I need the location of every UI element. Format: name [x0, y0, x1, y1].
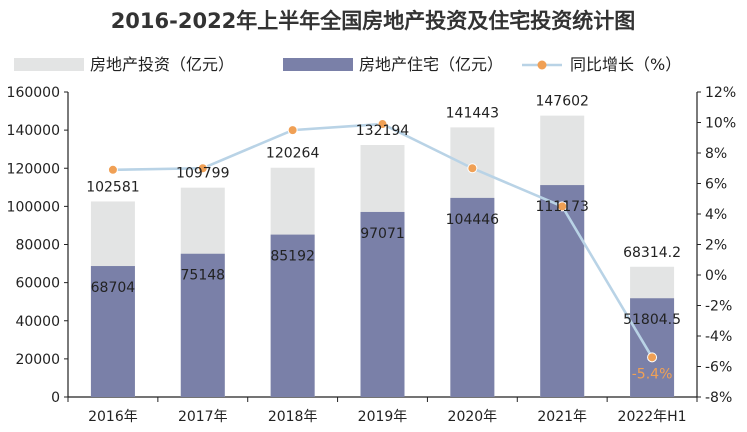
bar-residential — [90, 266, 135, 397]
y-tick-label-left: 0 — [51, 390, 60, 406]
residential-value-label: 104446 — [446, 212, 500, 228]
residential-value-label: 68704 — [91, 280, 136, 296]
growth-line — [107, 119, 658, 363]
legend-marker — [537, 60, 547, 70]
investment-value-label: 147602 — [535, 94, 588, 110]
legend-swatch — [283, 58, 353, 71]
y-tick-label-right: 8% — [705, 146, 727, 162]
x-tick-label: 2017年 — [178, 409, 228, 425]
legend-label: 房地产投资（亿元） — [90, 55, 234, 74]
x-tick-label: 2018年 — [268, 409, 318, 425]
bar-residential — [630, 298, 675, 397]
y-tick-label-left: 160000 — [7, 85, 60, 101]
y-tick-label-left: 100000 — [7, 199, 60, 215]
legend: 房地产投资（亿元） 房地产住宅（亿元） 同比增长（%） — [14, 55, 681, 74]
y-tick-label-right: 4% — [705, 207, 727, 223]
x-tick-label: 2016年 — [88, 409, 138, 425]
investment-value-label: 102581 — [86, 179, 139, 195]
y-tick-label-right: -2% — [705, 299, 732, 315]
bar-residential — [270, 234, 315, 397]
data-labels: 102581 109799 120264 132194 141443 147602 6831… — [86, 94, 681, 383]
investment-value-label: 68314.2 — [623, 245, 681, 261]
y-tick-label-right: -4% — [705, 329, 732, 345]
x-tick-label: 2022年H1 — [618, 409, 687, 425]
axes: 0 20000 40000 60000 80000 100000 120000 140000 1… — [7, 85, 737, 425]
growth-point — [647, 352, 658, 363]
y-tick-label-right: 10% — [705, 116, 736, 132]
bar-residential — [180, 253, 225, 397]
growth-point — [107, 164, 118, 175]
investment-value-label: 132194 — [356, 123, 410, 139]
residential-value-label: 51804.5 — [623, 312, 681, 328]
y-tick-label-right: 0% — [705, 268, 727, 284]
bar-residential — [450, 197, 495, 397]
residential-value-label: 111173 — [535, 199, 588, 215]
residential-value-label: 75148 — [181, 268, 226, 284]
y-tick-label-left: 140000 — [7, 123, 60, 139]
growth-point — [467, 163, 478, 174]
investment-value-label: 120264 — [266, 146, 320, 162]
y-tick-label-right: 12% — [705, 85, 736, 101]
chart-title: 2016-2022年上半年全国房地产投资及住宅投资统计图 — [111, 9, 636, 33]
legend-label: 房地产住宅（亿元） — [359, 55, 503, 74]
y-tick-label-left: 120000 — [7, 161, 60, 177]
y-tick-label-left: 60000 — [15, 276, 60, 292]
bars — [90, 115, 675, 398]
y-tick-label-right: -8% — [705, 390, 732, 406]
residential-value-label: 85192 — [270, 249, 315, 265]
growth-point — [557, 201, 568, 212]
y-tick-label-right: 6% — [705, 177, 727, 193]
legend-swatch — [14, 58, 84, 71]
y-tick-label-left: 80000 — [15, 238, 60, 254]
growth-point — [377, 119, 388, 130]
growth-point — [197, 163, 208, 174]
residential-value-label: 97071 — [360, 226, 405, 242]
legend-label: 同比增长（%） — [570, 55, 681, 74]
y-tick-label-left: 40000 — [15, 314, 60, 330]
growth-value-label: -5.4% — [632, 366, 673, 382]
y-tick-label-right: -6% — [705, 360, 732, 376]
x-tick-label: 2020年 — [448, 409, 498, 425]
bar-residential — [540, 185, 585, 397]
y-tick-label-left: 20000 — [15, 352, 60, 368]
x-tick-label: 2019年 — [358, 409, 408, 425]
investment-value-label: 141443 — [446, 105, 499, 121]
investment-value-label: 109799 — [176, 166, 229, 182]
y-tick-label-right: 2% — [705, 238, 727, 254]
growth-point — [287, 125, 298, 136]
bar-residential — [360, 211, 405, 397]
x-tick-label: 2021年 — [537, 409, 587, 425]
